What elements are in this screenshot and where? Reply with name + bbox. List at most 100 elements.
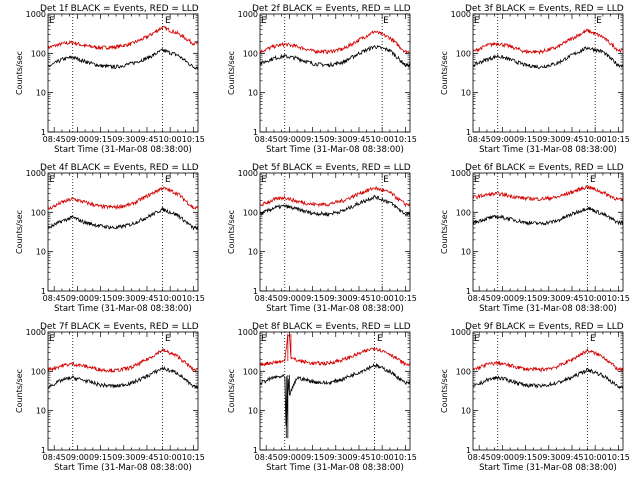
events-series-line	[48, 365, 198, 390]
x-tick-label: 08:45	[255, 453, 278, 462]
x-tick-label: 09:30	[112, 135, 135, 144]
y-tick-label: 1	[466, 446, 471, 455]
lld-series-line	[48, 186, 198, 211]
x-tick-label: 09:30	[537, 294, 560, 303]
x-tick-label: 10:15	[607, 135, 630, 144]
x-tick-label: 10:00	[159, 294, 182, 303]
x-tick-label: 09:30	[112, 453, 135, 462]
event-marker-label: E	[165, 175, 171, 185]
x-axis-label: Start Time (31-Mar-08 08:38:00)	[479, 145, 617, 155]
y-tick-label: 100	[243, 208, 258, 217]
x-tick-label: 08:45	[43, 135, 66, 144]
detector-panel-1: Det 1f BLACK = Events, RED = LLD E E 1 10 100…	[15, 4, 205, 155]
x-tick-label: 09:45	[347, 294, 370, 303]
x-axis-label: Start Time (31-Mar-08 08:38:00)	[54, 463, 192, 473]
x-tick-label: 09:15	[89, 294, 112, 303]
x-tick-label: 09:45	[135, 294, 158, 303]
lld-series-line	[48, 25, 198, 51]
y-tick-label: 1000	[238, 10, 258, 19]
x-axis-label: Start Time (31-Mar-08 08:38:00)	[479, 304, 617, 314]
x-axis-label: Start Time (31-Mar-08 08:38:00)	[479, 463, 617, 473]
y-tick-label: 1000	[451, 10, 471, 19]
y-axis-label: Counts/sec	[15, 51, 24, 95]
y-axis-label: Counts/sec	[227, 51, 236, 95]
panel-title: Det 9f BLACK = Events, RED = LLD	[465, 322, 624, 332]
event-marker-label: E	[474, 16, 480, 26]
x-tick-label: 09:30	[537, 453, 560, 462]
plot-frame	[259, 13, 411, 133]
x-tick-label: 09:30	[324, 294, 347, 303]
x-tick-label: 09:30	[537, 135, 560, 144]
y-tick-label: 10	[36, 248, 46, 257]
panel-title: Det 5f BLACK = Events, RED = LLD	[252, 163, 411, 173]
event-marker-label: E	[49, 334, 55, 344]
detector-panel-9: Det 9f BLACK = Events, RED = LLD E E 1 10 100…	[440, 322, 630, 473]
plot-frame	[47, 172, 199, 292]
event-marker-label: E	[49, 16, 55, 26]
x-tick-label: 09:15	[301, 453, 324, 462]
x-tick-label: 09:45	[560, 294, 583, 303]
detector-panel-7: Det 7f BLACK = Events, RED = LLD E E 1 10 100…	[15, 322, 205, 473]
x-tick-label: 09:00	[278, 294, 301, 303]
panel-title: Det 2f BLACK = Events, RED = LLD	[252, 4, 411, 14]
x-tick-label: 09:30	[112, 294, 135, 303]
detector-panel-8: Det 8f BLACK = Events, RED = LLD E E 1 10 100…	[227, 322, 417, 473]
x-tick-label: 09:15	[301, 294, 324, 303]
x-tick-label: 09:15	[514, 135, 537, 144]
y-tick-label: 1000	[238, 169, 258, 178]
panel-title: Det 4f BLACK = Events, RED = LLD	[40, 163, 199, 173]
y-tick-label: 1	[466, 287, 471, 296]
x-tick-label: 09:30	[324, 453, 347, 462]
x-tick-label: 10:15	[394, 135, 417, 144]
detector-panel-5: Det 5f BLACK = Events, RED = LLD E E 1 10 100…	[227, 163, 417, 314]
y-tick-label: 100	[456, 367, 471, 376]
panel-title: Det 7f BLACK = Events, RED = LLD	[40, 322, 199, 332]
plot-frame	[47, 13, 199, 133]
x-tick-label: 09:15	[514, 294, 537, 303]
x-tick-label: 09:45	[135, 453, 158, 462]
plot-frame	[472, 13, 624, 133]
y-tick-label: 1	[466, 128, 471, 137]
y-tick-label: 10	[36, 89, 46, 98]
plot-frame	[259, 172, 411, 292]
y-axis-label: Counts/sec	[227, 210, 236, 254]
event-marker-label: E	[383, 175, 389, 185]
x-tick-label: 08:45	[43, 294, 66, 303]
y-tick-label: 1000	[238, 328, 258, 337]
y-axis-label: Counts/sec	[440, 210, 449, 254]
events-series-line	[48, 207, 198, 231]
plot-frame	[47, 331, 199, 451]
x-tick-label: 10:00	[584, 294, 607, 303]
x-tick-label: 10:15	[607, 453, 630, 462]
x-tick-label: 10:15	[182, 294, 205, 303]
detector-panel-2: Det 2f BLACK = Events, RED = LLD E E 1 10 100…	[227, 4, 417, 155]
y-tick-label: 1	[41, 128, 46, 137]
x-tick-label: 09:45	[347, 135, 370, 144]
events-series-line	[48, 47, 198, 70]
detector-panel-3: Det 3f BLACK = Events, RED = LLD E E 1 10 100…	[440, 4, 630, 155]
x-tick-label: 09:30	[324, 135, 347, 144]
y-tick-label: 100	[31, 49, 46, 58]
x-tick-label: 10:15	[607, 294, 630, 303]
x-tick-label: 09:00	[491, 294, 514, 303]
lld-series-line	[473, 347, 623, 373]
y-tick-label: 1	[41, 446, 46, 455]
y-tick-label: 1000	[26, 169, 46, 178]
x-tick-label: 10:00	[584, 453, 607, 462]
x-tick-label: 09:15	[89, 453, 112, 462]
events-series-line	[260, 44, 410, 69]
y-tick-label: 10	[248, 89, 258, 98]
x-tick-label: 08:45	[255, 135, 278, 144]
detector-panel-6: Det 6f BLACK = Events, RED = LLD E E 1 10 100…	[440, 163, 630, 314]
x-tick-label: 09:15	[89, 135, 112, 144]
x-tick-label: 10:15	[394, 294, 417, 303]
panel-title: Det 3f BLACK = Events, RED = LLD	[465, 4, 624, 14]
detector-panel-4: Det 4f BLACK = Events, RED = LLD E E 1 10 100…	[15, 163, 205, 314]
y-tick-label: 10	[248, 248, 258, 257]
y-tick-label: 100	[243, 49, 258, 58]
x-tick-label: 08:45	[43, 453, 66, 462]
x-tick-label: 09:00	[278, 453, 301, 462]
lld-series-line	[260, 186, 410, 208]
x-tick-label: 09:00	[491, 453, 514, 462]
